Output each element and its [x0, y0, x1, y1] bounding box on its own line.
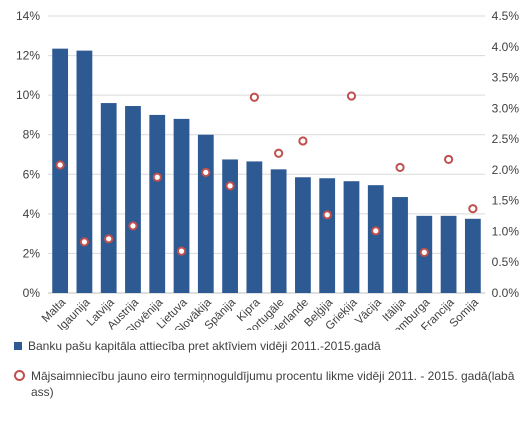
bar	[464, 218, 481, 293]
marker-point	[443, 154, 454, 165]
category-axis: MaltaIgaunijaLatvijaAustrijaSlovēnijaLie…	[40, 296, 482, 330]
bar	[295, 177, 311, 293]
legend-marker-swatch	[14, 370, 25, 381]
left-tick-label: 0%	[23, 286, 41, 300]
left-tick-label: 14%	[16, 9, 40, 23]
bar	[367, 185, 384, 293]
legend-marker-label: Mājsaimniecību jauno eiro termiņnoguldīj…	[31, 369, 515, 399]
right-tick-label: 3.5%	[492, 71, 520, 85]
marker-point	[79, 237, 90, 247]
bar	[343, 181, 360, 293]
right-tick-label: 0.5%	[492, 255, 520, 269]
bar	[100, 103, 117, 293]
marker-point	[322, 210, 332, 220]
bar	[440, 215, 457, 293]
marker-point	[176, 246, 187, 256]
left-tick-label: 12%	[16, 49, 40, 63]
marker-point	[274, 148, 284, 158]
bar	[197, 134, 214, 293]
left-tick-label: 4%	[23, 207, 41, 221]
right-tick-label: 1.5%	[492, 194, 520, 208]
marker-point	[298, 136, 308, 146]
marker-point	[468, 204, 478, 214]
legend-item-markers: Mājsaimniecību jauno eiro termiņnoguldīj…	[14, 368, 520, 400]
marker-point	[201, 167, 211, 177]
right-tick-label: 4.0%	[492, 40, 520, 54]
legend-bar-swatch	[14, 342, 22, 350]
left-tick-label: 10%	[16, 88, 40, 102]
marker-series	[55, 91, 478, 257]
marker-point	[152, 172, 162, 182]
left-tick-label: 8%	[23, 128, 41, 142]
left-axis: 0% 2% 4% 6% 8% 10% 12% 14%	[16, 9, 40, 300]
bar	[173, 118, 190, 293]
chart: 0% 2% 4% 6% 8% 10% 12% 14% 0.0% 0.5% 1.0% 1.5% 2.0%…	[16, 9, 520, 330]
right-axis: 0.0% 0.5% 1.0% 1.5% 2.0% 2.5% 3.0% 3.5% 4.0% 4.5%	[492, 9, 520, 300]
right-tick-label: 4.5%	[492, 9, 520, 23]
right-tick-label: 2.0%	[492, 163, 520, 177]
marker-point	[104, 234, 114, 244]
marker-point	[419, 247, 429, 257]
bar	[149, 114, 166, 293]
gridlines	[48, 15, 485, 294]
bar	[270, 169, 287, 293]
bar	[246, 161, 263, 293]
bar	[52, 48, 69, 294]
marker-point	[128, 221, 138, 231]
bar	[319, 178, 336, 293]
left-tick-label: 2%	[23, 246, 41, 260]
right-tick-label: 3.0%	[492, 101, 520, 115]
right-tick-label: 1.0%	[492, 224, 520, 238]
bar	[392, 197, 408, 293]
bar	[76, 50, 93, 293]
category-label: Vācija	[353, 296, 384, 327]
bar-series	[52, 48, 481, 294]
legend: Banku pašu kapitāla attiecība pret aktīv…	[14, 338, 520, 414]
right-tick-label: 2.5%	[492, 132, 520, 146]
right-tick-label: 0.0%	[492, 286, 520, 300]
left-tick-label: 6%	[23, 167, 41, 181]
legend-item-bars: Banku pašu kapitāla attiecība pret aktīv…	[14, 338, 520, 354]
bar	[222, 159, 238, 293]
legend-bar-label: Banku pašu kapitāla attiecība pret aktīv…	[28, 339, 381, 353]
marker-point	[371, 226, 381, 236]
marker-point	[346, 91, 357, 101]
marker-point	[395, 162, 405, 173]
marker-point	[55, 160, 65, 170]
marker-point	[225, 181, 235, 191]
marker-point	[249, 92, 259, 102]
bar	[125, 106, 141, 294]
